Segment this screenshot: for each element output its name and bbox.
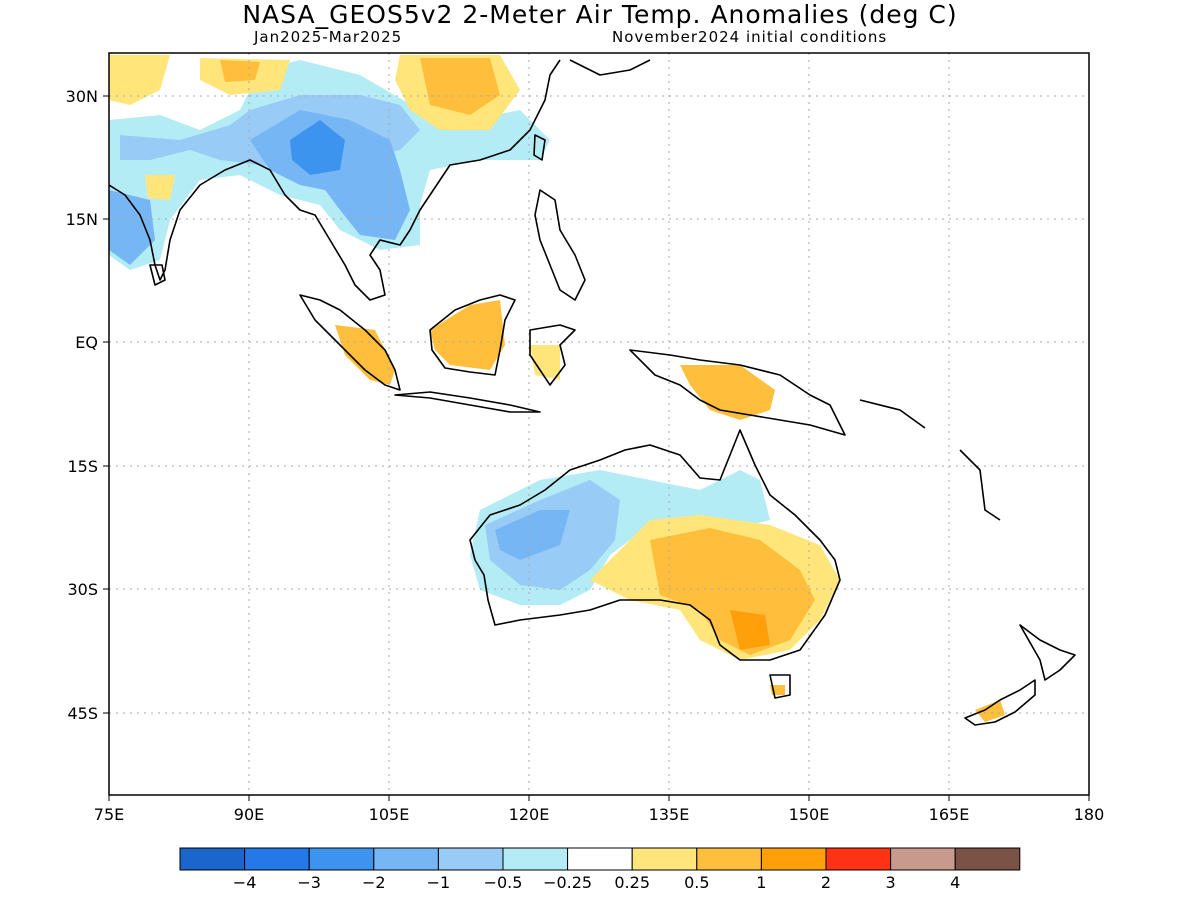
legend-label: 2 (821, 873, 831, 892)
north-india-warm-patch (109, 55, 170, 105)
legend-swatch (244, 847, 310, 871)
graticule (109, 53, 1089, 795)
lon-label: 120E (509, 805, 550, 824)
forecast-period: Jan2025-Mar2025 (254, 28, 403, 46)
legend-label: −0.25 (543, 873, 592, 892)
legend-label: −0.5 (484, 873, 523, 892)
solomon-islands-coastline (859, 399, 926, 429)
borneo-warm-region (430, 300, 505, 370)
china-warm-core (420, 58, 500, 115)
nz-warm-patch (975, 700, 1005, 722)
lat-label: 45S (67, 704, 98, 723)
legend-label: −4 (233, 873, 257, 892)
lat-label: 15S (67, 457, 98, 476)
tibet-warm-core (220, 60, 260, 82)
legend-swatch (373, 847, 439, 871)
lat-label: 30S (67, 580, 98, 599)
anomaly-shading (109, 55, 1005, 722)
lon-label: 90E (234, 805, 264, 824)
legend-label: 3 (886, 873, 896, 892)
legend-swatch (696, 847, 762, 871)
plot-frame (108, 52, 1090, 796)
coastlines (109, 59, 1076, 726)
india-warm-patch (145, 175, 175, 200)
legend-swatch (502, 847, 569, 871)
lon-label: 135E (649, 805, 690, 824)
lat-label: 15N (66, 210, 98, 229)
legend-swatch (954, 847, 1021, 871)
sumatra-warm-region (335, 325, 395, 385)
borneo-coastline (429, 294, 516, 376)
new-guinea-coastline (629, 349, 846, 436)
lon-label: 180 (1074, 805, 1105, 824)
tasmania-coastline (769, 674, 791, 699)
legend-swatch (179, 847, 246, 871)
legend-swatch (890, 847, 956, 871)
java-coastline (394, 391, 541, 413)
sri-lanka-coastline (149, 264, 166, 286)
new-zealand-north-coastline (1019, 624, 1076, 681)
taiwan-coastline (533, 134, 546, 161)
tick-marks (103, 95, 1090, 801)
india-cool-patch (109, 190, 155, 265)
lat-label: EQ (75, 333, 98, 352)
legend-swatch (567, 847, 633, 871)
vanuatu-fiji-coastline (959, 449, 1001, 521)
philippines-coastline (534, 189, 586, 301)
lon-label: 165E (929, 805, 970, 824)
australia-coastline (469, 429, 841, 661)
legend-label: 0.25 (614, 873, 650, 892)
australia-east-hot-spot (730, 610, 770, 650)
sumatra-coastline (299, 294, 401, 391)
japan-coastline (569, 59, 651, 76)
legend-label: −2 (362, 873, 386, 892)
sulawesi-warm-patch (530, 345, 560, 380)
indochina-cool-region (250, 110, 410, 240)
map-title: NASA_GEOS5v2 2-Meter Air Temp. Anomalies… (242, 0, 958, 29)
legend-swatch (760, 847, 827, 871)
lon-label: 105E (369, 805, 410, 824)
legend-label: −3 (297, 873, 321, 892)
indochina-cold-core (290, 120, 345, 175)
legend-swatch (631, 847, 698, 871)
australia-east-warm-core (650, 528, 815, 655)
legend-label: −1 (427, 873, 451, 892)
latitude-labels: 30N 15N EQ 15S 30S 45S (66, 87, 98, 723)
legend-label: 4 (950, 873, 960, 892)
legend-swatch (825, 847, 892, 871)
color-legend: −4 −3 −2 −1 −0.5 −0.25 0.25 0.5 1 2 3 4 (179, 847, 1021, 892)
legend-label: 1 (756, 873, 766, 892)
longitude-labels: 75E 90E 105E 120E 135E 150E 165E 180 (94, 805, 1105, 824)
lon-label: 75E (94, 805, 124, 824)
new-zealand-south-coastline (964, 679, 1036, 726)
sulawesi-coastline (529, 324, 576, 386)
legend-swatch (308, 847, 375, 871)
australia-west-cold-core (495, 510, 570, 560)
initial-conditions: November2024 initial conditions (612, 28, 888, 46)
lat-label: 30N (66, 87, 98, 106)
legend-label: 0.5 (684, 873, 709, 892)
lon-label: 150E (789, 805, 830, 824)
new-guinea-warm-region (680, 365, 775, 420)
asia-coastline (109, 59, 561, 301)
legend-swatch (437, 847, 504, 871)
